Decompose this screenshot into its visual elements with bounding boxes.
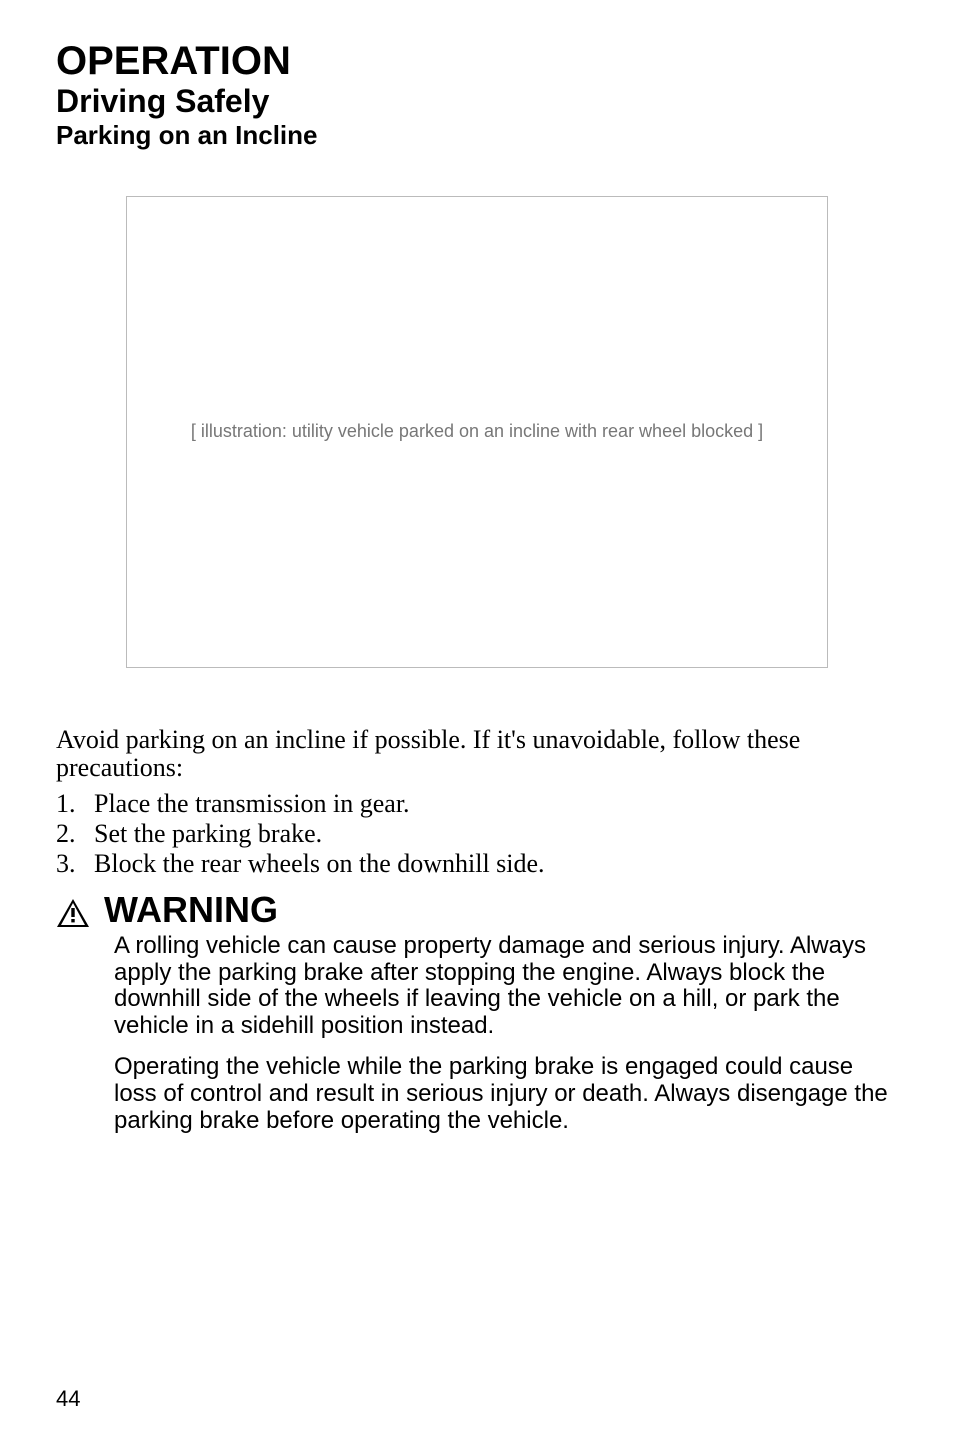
warning-paragraph-1: A rolling vehicle can cause property dam… xyxy=(56,933,898,1041)
list-item: 1. Place the transmission in gear. xyxy=(56,789,898,819)
warning-triangle-icon xyxy=(56,895,90,925)
warning-title-row: WARNING xyxy=(56,889,898,931)
precaution-steps: 1. Place the transmission in gear. 2. Se… xyxy=(56,789,898,879)
page-number: 44 xyxy=(56,1386,80,1412)
step-text: Set the parking brake. xyxy=(94,819,322,849)
step-number: 2. xyxy=(56,819,94,849)
heading-operation: OPERATION xyxy=(56,40,898,82)
list-item: 2. Set the parking brake. xyxy=(56,819,898,849)
figure-container: [ illustration: utility vehicle parked o… xyxy=(56,162,898,702)
list-item: 3. Block the rear wheels on the downhill… xyxy=(56,849,898,879)
intro-paragraph: Avoid parking on an incline if possible.… xyxy=(56,726,898,783)
figure-placeholder: [ illustration: utility vehicle parked o… xyxy=(126,196,828,668)
step-text: Block the rear wheels on the downhill si… xyxy=(94,849,545,879)
step-number: 1. xyxy=(56,789,94,819)
step-text: Place the transmission in gear. xyxy=(94,789,410,819)
step-number: 3. xyxy=(56,849,94,879)
warning-title-text: WARNING xyxy=(104,889,278,931)
warning-paragraph-2: Operating the vehicle while the parking … xyxy=(56,1054,898,1135)
heading-driving-safely: Driving Safely xyxy=(56,84,898,119)
heading-parking-incline: Parking on an Incline xyxy=(56,121,898,150)
warning-block: WARNING A rolling vehicle can cause prop… xyxy=(56,889,898,1135)
